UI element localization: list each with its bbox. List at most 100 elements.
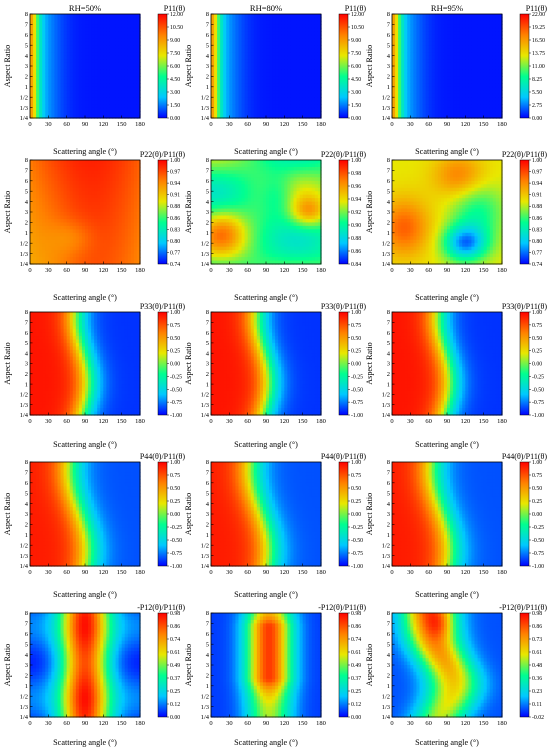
heatmap-cell (118, 17, 123, 22)
y-tick-label: 4 (206, 53, 210, 60)
colorbar-tick-label: 9.00 (170, 38, 180, 44)
heatmap-cell (109, 72, 114, 77)
heatmap-cell (109, 52, 114, 57)
heatmap-cell (100, 41, 104, 46)
heatmap-cell (72, 93, 77, 98)
heatmap-cell (133, 76, 138, 81)
heatmap-cell (118, 66, 123, 71)
heatmap-cell (124, 34, 129, 39)
heatmap-cell (45, 114, 49, 119)
heatmap-cell (85, 90, 89, 95)
y-tick-label: 7 (25, 168, 29, 175)
heatmap-cell (81, 114, 86, 119)
heatmap-cell (100, 111, 104, 116)
heatmap-cell (121, 27, 126, 32)
heatmap-cell (100, 38, 104, 43)
heatmap-cell (100, 69, 104, 74)
heatmap-cell (109, 55, 114, 60)
x-tick-label: 0 (390, 121, 393, 128)
heatmap-cell (48, 34, 52, 39)
heatmap-cell (97, 86, 101, 91)
heatmap-cell (69, 62, 74, 67)
heatmap-cell (42, 55, 46, 60)
heatmap-cell (133, 31, 138, 36)
heatmap-cell (88, 59, 92, 64)
heatmap-cell (75, 83, 80, 88)
heatmap-cell (106, 38, 111, 43)
heatmap-cell (72, 83, 77, 88)
heatmap-cell (57, 66, 62, 71)
heatmap-cell (45, 62, 49, 67)
heatmap-cell (130, 100, 135, 105)
heatmap-cell (72, 41, 77, 46)
heatmap-cell (121, 38, 126, 43)
heatmap-cell (127, 97, 132, 102)
heatmap-cell (30, 111, 34, 116)
heatmap-cell (124, 45, 129, 50)
heatmap-cell (66, 79, 71, 84)
heatmap-cell (63, 59, 68, 64)
heatmap-cell (66, 59, 71, 64)
heatmap-cell (136, 59, 141, 64)
heatmap-cell (97, 66, 101, 71)
heatmap-cell (112, 48, 117, 53)
heatmap-cell (42, 83, 46, 88)
heatmap-cell (106, 14, 111, 19)
heatmap-cell (214, 111, 218, 116)
heatmap-cell (78, 93, 83, 98)
heatmap-cell (72, 79, 77, 84)
heatmap-cell (217, 62, 221, 67)
heatmap-cell (136, 14, 141, 19)
x-tick-label: 120 (98, 267, 108, 274)
heatmap-cell (118, 76, 123, 81)
heatmap-cell (136, 100, 141, 105)
heatmap-cell (118, 31, 123, 36)
heatmap-cell (133, 59, 138, 64)
heatmap-cell (97, 20, 101, 25)
heatmap-cell (63, 107, 68, 112)
heatmap-cell (30, 38, 34, 43)
heatmap-cell (81, 104, 86, 109)
heatmap-cell (91, 72, 95, 77)
y-tick-label: 1/3 (382, 105, 390, 112)
heatmap-cell (127, 83, 132, 88)
heatmap-cell (63, 66, 68, 71)
heatmap-cell (130, 79, 135, 84)
heatmap-cell (72, 69, 77, 74)
heatmap-cell (130, 34, 135, 39)
heatmap-cell (60, 66, 65, 71)
heatmap-cell (30, 93, 34, 98)
heatmap-cell (69, 52, 74, 57)
heatmap-cell (106, 31, 111, 36)
heatmap-cell (217, 72, 221, 77)
heatmap-cell (124, 79, 129, 84)
heatmap-cell (39, 69, 43, 74)
heatmap-cell (72, 14, 77, 19)
heatmap-cell (85, 41, 89, 46)
heatmap-cell (118, 59, 123, 64)
heatmap-cell (94, 45, 98, 50)
x-tick-label: 60 (63, 267, 70, 274)
heatmap-cell (124, 17, 129, 22)
heatmap-cell (69, 86, 74, 91)
heatmap-cell (100, 17, 104, 22)
heatmap-cell (69, 27, 74, 32)
heatmap-cell (118, 38, 123, 43)
heatmap-cell (72, 59, 77, 64)
heatmap-cell (118, 83, 123, 88)
heatmap-cell (78, 52, 83, 57)
heatmap-cell (121, 97, 126, 102)
heatmap-cell (130, 27, 135, 32)
heatmap-cell (136, 114, 141, 119)
heatmap-cell (63, 20, 68, 25)
heatmap-cell (118, 107, 123, 112)
heatmap-cell (133, 38, 138, 43)
y-tick-label: 3 (25, 63, 28, 70)
y-tick-label: 7 (25, 22, 29, 29)
y-tick-label: 7 (206, 22, 210, 29)
heatmap-cell (124, 20, 129, 25)
heatmap-cell (211, 27, 215, 32)
heatmap-cell (36, 34, 40, 39)
heatmap-cell (51, 72, 56, 77)
heatmap-cell (33, 38, 37, 43)
